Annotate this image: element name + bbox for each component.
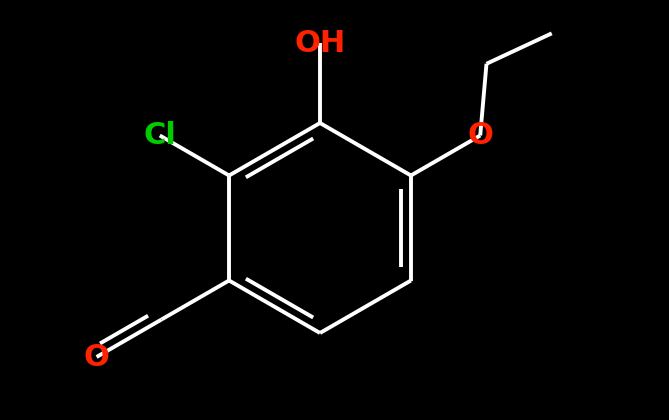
Text: OH: OH xyxy=(294,29,346,58)
Text: O: O xyxy=(84,342,110,372)
Text: O: O xyxy=(467,121,493,150)
Text: Cl: Cl xyxy=(143,121,176,150)
